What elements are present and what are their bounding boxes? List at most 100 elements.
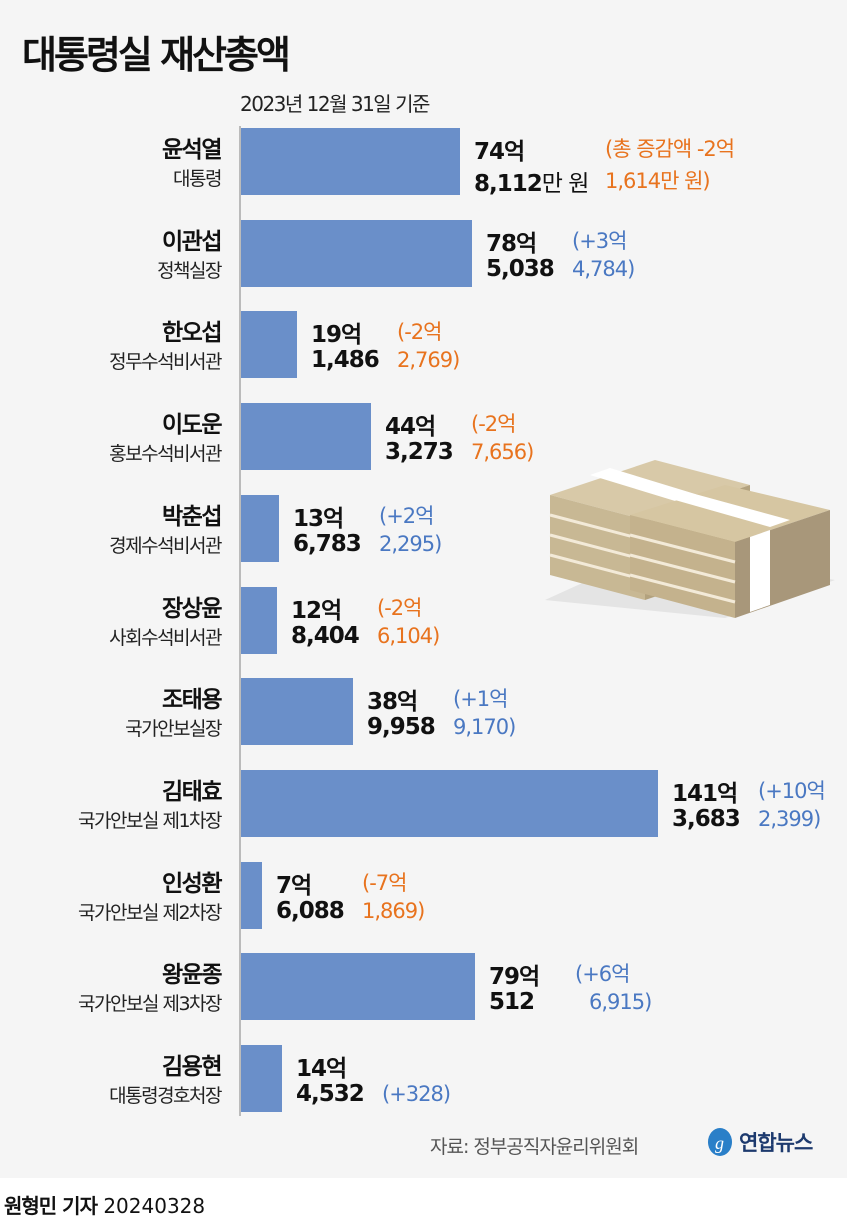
total-man: 4,532	[296, 1081, 365, 1107]
bar-row: 왕윤종 국가안보실 제3차장 79억 512 (+6억 6,915)	[0, 953, 847, 1021]
change-man: 1,614만 원)	[605, 169, 711, 193]
bar-row: 인성환 국가안보실 제2차장 7억 6,088 (-7억 1,869)	[0, 861, 847, 929]
bar-row: 윤석열 대통령 74억 8,112만 원 (총 증감액 -2억 1,614만 원…	[0, 128, 847, 198]
bar	[241, 769, 658, 837]
total-man: 512	[489, 989, 535, 1015]
person-title: 홍보수석비서관	[109, 443, 222, 466]
change-eok: (+2억	[379, 503, 434, 528]
person-title: 국가안보실 제1차장	[78, 809, 222, 832]
change-eok: (-7억	[362, 870, 407, 895]
total-eok: 14억	[296, 1056, 347, 1082]
total-eok: 74억	[474, 139, 525, 165]
person-name: 인성환	[162, 870, 222, 897]
bar	[241, 678, 353, 746]
change-eok: (-2억	[377, 595, 422, 620]
bar-row: 장상윤 사회수석비서관 12억 8,404 (-2억 6,104)	[0, 586, 847, 654]
total-man-value: 3,273	[385, 439, 454, 466]
total-man-value: 3,683	[672, 805, 741, 832]
person-title: 정책실장	[157, 259, 222, 282]
total-man: 5,038	[486, 255, 555, 282]
axis-line	[239, 126, 241, 1116]
source-note: 자료: 정부공직자윤리위원회	[430, 1136, 639, 1158]
change-man: 9,170)	[453, 715, 516, 740]
change-eok: (+1억	[453, 687, 508, 712]
total-man-value: 4,532	[296, 1081, 365, 1107]
person-title: 국가안보실 제3차장	[78, 993, 222, 1016]
person-title: 국가안보실장	[125, 718, 222, 741]
chart-subtitle: 2023년 12월 31일 기준	[240, 92, 430, 116]
total-man-value: 6,088	[276, 897, 345, 924]
person-name: 왕윤종	[162, 962, 222, 989]
total-man-unit: 만 원	[541, 171, 590, 197]
credit-line: 원형민 기자 20240328	[4, 1190, 205, 1219]
change-man: 2,769)	[397, 348, 460, 373]
bar	[241, 1045, 282, 1112]
person-name: 박춘섭	[162, 503, 222, 530]
change-man: 4,784)	[572, 256, 635, 281]
money-stack-illustration	[545, 460, 835, 618]
total-man: 1,486	[311, 347, 380, 374]
bar	[241, 219, 472, 287]
bar	[241, 311, 297, 379]
total-man: 3,273	[385, 439, 454, 466]
yonhap-logo-icon: g	[708, 1128, 732, 1156]
yonhap-logo-text: 연합뉴스	[739, 1131, 813, 1155]
credit-date: 20240328	[103, 1194, 206, 1218]
total-man: 6,088	[276, 897, 345, 924]
stack-front	[629, 485, 830, 618]
total-eok: 38억	[367, 689, 418, 716]
bar-row: 이관섭 정책실장 78억 5,038 (+3억 4,784)	[0, 219, 847, 287]
person-title: 사회수석비서관	[109, 626, 222, 649]
total-man: 8,404	[291, 622, 360, 649]
person-name: 김용현	[162, 1054, 222, 1080]
person-title: 정무수석비서관	[109, 351, 222, 374]
change-eok: (-2억	[471, 412, 516, 437]
total-eok: 12억	[291, 597, 342, 624]
change-eok: (총 증감액 -2억	[605, 137, 735, 161]
bar	[241, 128, 460, 195]
svg-text:g: g	[715, 1133, 724, 1153]
change-man: 2,295)	[379, 531, 442, 556]
total-eok: 78억	[486, 230, 537, 257]
yonhap-logo: g 연합뉴스	[705, 1127, 813, 1157]
bar-row: 김용현 대통령경호처장 14억 4,532 (+328)	[0, 1045, 847, 1112]
change-eok: (+10억	[758, 778, 826, 803]
total-man: 3,683	[672, 805, 741, 832]
person-name: 이관섭	[162, 228, 222, 255]
total-man-value: 1,486	[311, 347, 380, 374]
bar-row: 조태용 국가안보실장 38억 9,958 (+1억 9,170)	[0, 678, 847, 746]
person-name: 조태용	[162, 687, 222, 714]
bar	[241, 403, 371, 471]
person-name: 김태효	[162, 778, 222, 805]
person-name: 윤석열	[162, 137, 222, 163]
person-title: 국가안보실 제2차장	[78, 901, 222, 924]
bar	[241, 953, 475, 1021]
total-eok: 7억	[276, 872, 312, 899]
bar	[241, 586, 277, 654]
total-man-value: 8,404	[291, 622, 360, 649]
bar-row: 이도운 홍보수석비서관 44억 3,273 (-2억 7,656)	[0, 403, 847, 471]
bar-row: 박춘섭 경제수석비서관 13억 6,783 (+2억 2,295)	[0, 494, 847, 562]
total-man-value: 5,038	[486, 255, 555, 282]
person-title: 대통령경호처장	[109, 1085, 222, 1107]
total-eok: 79억	[489, 964, 540, 991]
total-man-value: 9,958	[367, 714, 436, 741]
total-eok: 141억	[672, 780, 738, 807]
person-name: 한오섭	[162, 320, 222, 347]
change-eok: (-2억	[397, 320, 442, 345]
bar-row: 김태효 국가안보실 제1차장 141억 3,683 (+10억 2,399)	[0, 769, 847, 837]
change-eok: (+6억	[575, 962, 630, 987]
bar-row: 한오섭 정무수석비서관 19억 1,486 (-2억 2,769)	[0, 311, 847, 379]
chart-title: 대통령실 재산총액	[22, 33, 291, 77]
person-title: 대통령	[173, 168, 222, 190]
bar	[241, 494, 279, 562]
total-eok: 19억	[311, 322, 362, 349]
total-eok: 13억	[293, 505, 344, 532]
total-man: 8,112만 원	[474, 164, 590, 198]
credit-author: 원형민 기자	[4, 1194, 98, 1218]
total-man: 9,958	[367, 714, 436, 741]
change-eok: (+3억	[572, 228, 627, 253]
total-man-value: 8,112	[474, 171, 543, 197]
change-man: 1,869)	[362, 898, 425, 923]
person-title: 경제수석비서관	[109, 534, 222, 557]
